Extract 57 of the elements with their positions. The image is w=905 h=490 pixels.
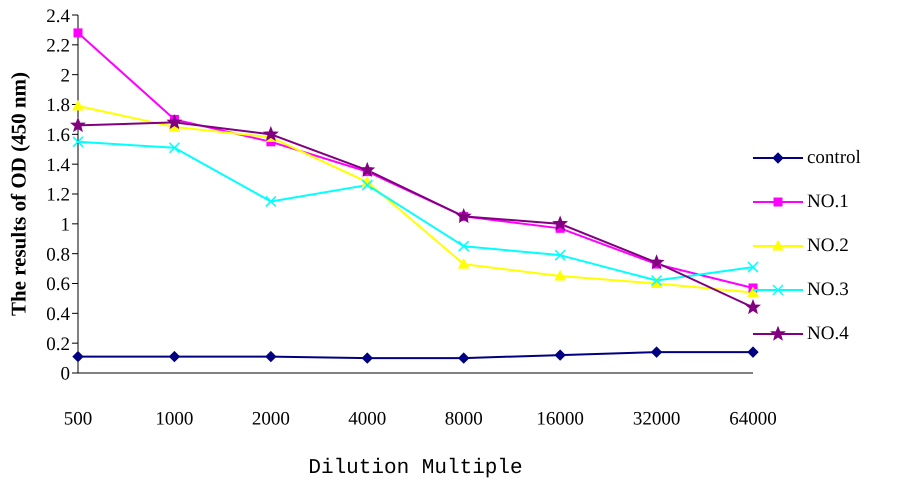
point	[458, 258, 470, 269]
point	[72, 351, 84, 362]
x-tick-label: 32000	[632, 408, 680, 430]
x-tick-label: 64000	[729, 408, 777, 430]
point	[458, 352, 470, 364]
point	[264, 126, 278, 140]
x-tick-label: 2000	[252, 408, 290, 430]
x-tick-label: 1000	[155, 408, 194, 430]
x-tick-label: 500	[64, 408, 92, 430]
y-tick-label: 0.6	[46, 274, 70, 296]
x-tick-label: 4000	[348, 408, 386, 430]
point	[650, 274, 662, 286]
y-tick-label: 1	[60, 214, 70, 236]
y-tick-label: 0.2	[46, 334, 70, 355]
point	[554, 350, 566, 361]
point	[167, 114, 182, 129]
point	[748, 346, 758, 358]
point	[70, 118, 86, 132]
point	[554, 249, 566, 261]
y-tick-label: 0.4	[46, 304, 70, 326]
y-tick-label: 2	[60, 65, 70, 86]
point	[74, 28, 82, 38]
point	[360, 162, 374, 176]
point	[362, 352, 373, 364]
y-tick-label: 2.2	[46, 36, 70, 57]
point	[747, 261, 759, 273]
y-tick-label: 0	[60, 364, 70, 385]
y-tick-label: 2.4	[46, 6, 70, 27]
point	[651, 346, 662, 358]
point	[265, 351, 276, 362]
legend-label: NO.3	[807, 278, 849, 300]
y-tick-label: 1.4	[46, 154, 70, 176]
point	[168, 351, 180, 362]
point	[362, 179, 374, 191]
point	[552, 216, 568, 230]
y-tick-label: 0.8	[46, 244, 70, 266]
point	[458, 240, 470, 252]
y-tick-label: 1.8	[46, 95, 70, 116]
x-tick-label: 16000	[536, 408, 584, 430]
point	[649, 255, 664, 269]
y-axis-title: The results of OD (450 nm)	[6, 72, 30, 316]
point	[746, 300, 760, 314]
point	[748, 286, 758, 297]
legend-label: NO.1	[807, 190, 849, 212]
point	[456, 208, 471, 223]
y-tick-label: 1.6	[46, 125, 70, 146]
x-tick-label: 8000	[444, 408, 483, 430]
point	[168, 142, 180, 154]
x-axis-title: Dilution Multiple	[308, 457, 523, 480]
point	[72, 136, 84, 148]
point	[554, 270, 566, 281]
legend-label: control	[807, 146, 861, 168]
legend-label: NO.4	[807, 322, 849, 344]
legend-label: NO.2	[807, 234, 849, 256]
y-tick-label: 1.2	[46, 184, 70, 206]
point	[72, 100, 84, 110]
point	[265, 196, 277, 208]
